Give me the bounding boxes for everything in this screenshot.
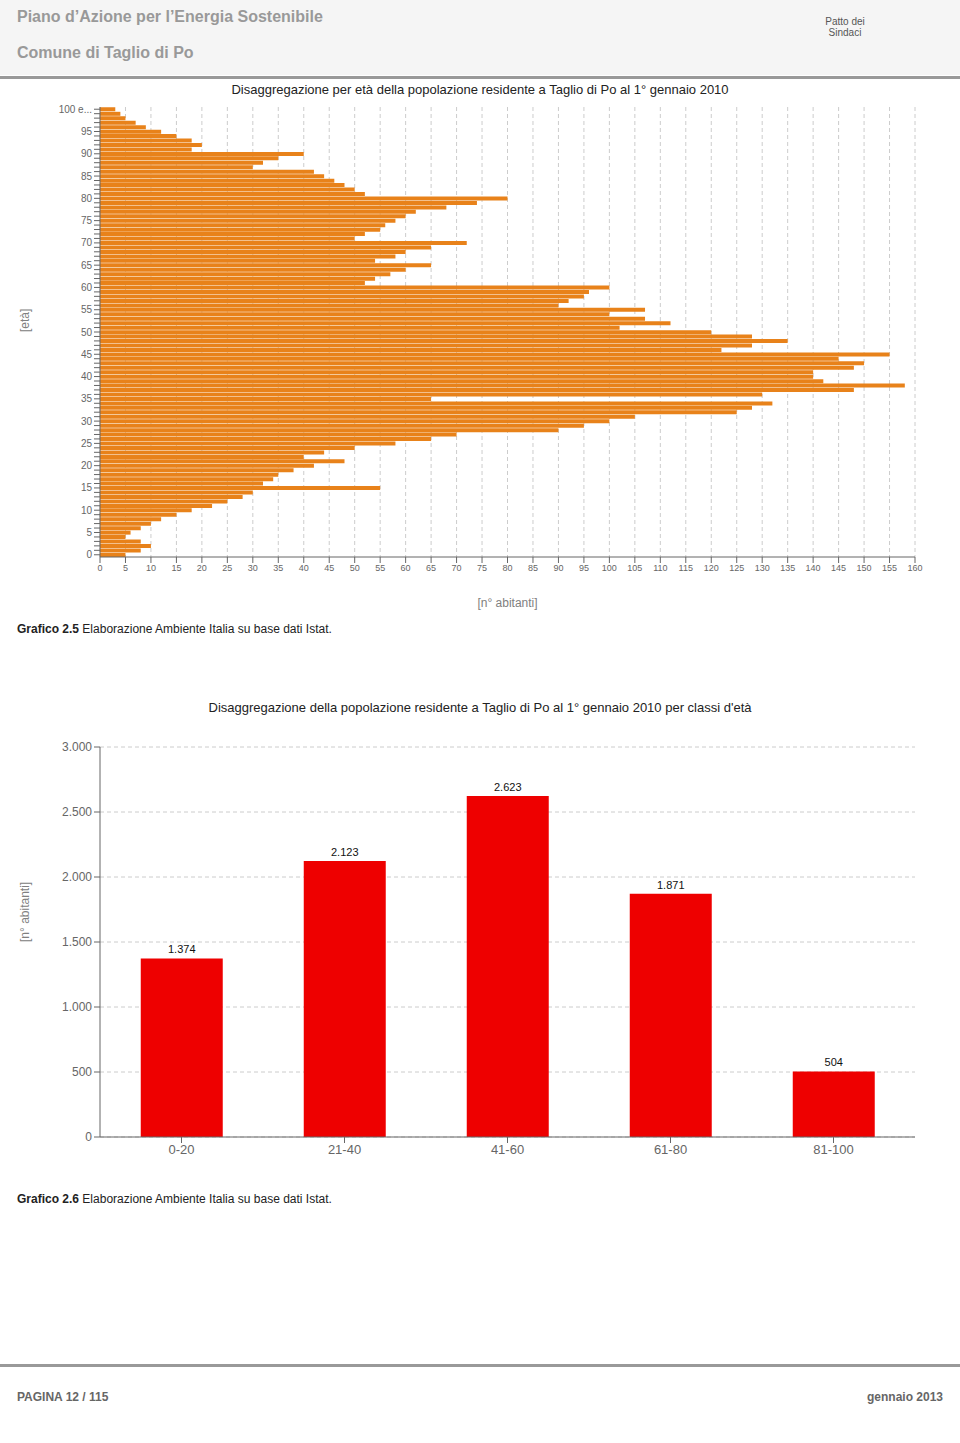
svg-text:2.623: 2.623 (494, 781, 522, 793)
svg-text:0: 0 (86, 549, 92, 560)
svg-text:30: 30 (248, 563, 258, 573)
svg-text:0: 0 (97, 563, 102, 573)
svg-text:155: 155 (882, 563, 897, 573)
svg-text:10: 10 (81, 505, 93, 516)
svg-text:40: 40 (299, 563, 309, 573)
svg-text:35: 35 (273, 563, 283, 573)
html-text:Patto dei Sindaci: Patto dei Sindaci (825, 16, 865, 38)
svg-text:160: 160 (907, 563, 922, 573)
svg-text:35: 35 (81, 393, 93, 404)
svg-text:115: 115 (679, 563, 693, 573)
svg-text:40: 40 (81, 371, 93, 382)
svg-text:500: 500 (72, 1065, 92, 1079)
svg-text:70: 70 (452, 563, 462, 573)
svg-text:81-100: 81-100 (813, 1142, 853, 1157)
html-text:PAGINA 12 / 115: PAGINA 12 / 115 (17, 1390, 109, 1404)
svg-text:45: 45 (81, 349, 93, 360)
svg-text:50: 50 (350, 563, 360, 573)
svg-text:55: 55 (81, 304, 93, 315)
html-text:Grafico 2.5 Elaborazione Ambie: Grafico 2.5 Elaborazione Ambiente Italia… (17, 622, 332, 636)
svg-text:90: 90 (81, 148, 93, 159)
svg-text:95: 95 (81, 126, 93, 137)
html-text:gennaio 2013: gennaio 2013 (867, 1390, 943, 1404)
svg-text:0: 0 (85, 1130, 92, 1144)
svg-text:80: 80 (81, 193, 93, 204)
svg-text:110: 110 (653, 563, 667, 573)
svg-text:65: 65 (426, 563, 436, 573)
svg-text:130: 130 (755, 563, 770, 573)
svg-text:504: 504 (825, 1056, 843, 1068)
svg-text:55: 55 (375, 563, 385, 573)
svg-text:60: 60 (81, 282, 93, 293)
svg-text:2.500: 2.500 (62, 805, 92, 819)
svg-text:120: 120 (704, 563, 719, 573)
svg-text:85: 85 (528, 563, 538, 573)
svg-text:30: 30 (81, 416, 93, 427)
svg-text:50: 50 (81, 327, 93, 338)
html-text:Grafico 2.6 Elaborazione Ambie: Grafico 2.6 Elaborazione Ambiente Italia… (17, 1192, 332, 1206)
svg-text:20: 20 (81, 460, 93, 471)
svg-text:60: 60 (401, 563, 411, 573)
svg-text:75: 75 (477, 563, 487, 573)
svg-text:100: 100 (602, 563, 617, 573)
svg-text:65: 65 (81, 260, 93, 271)
svg-text:85: 85 (81, 171, 93, 182)
svg-text:15: 15 (81, 482, 93, 493)
svg-text:10: 10 (146, 563, 156, 573)
html-text:Piano d’Azione per l’Energia S: Piano d’Azione per l’Energia Sostenibile (17, 8, 323, 25)
svg-text:1.871: 1.871 (657, 879, 685, 891)
svg-text:75: 75 (81, 215, 93, 226)
html-text:Disaggregazione della popolazi: Disaggregazione della popolazione reside… (208, 700, 752, 715)
svg-text:41-60: 41-60 (491, 1142, 524, 1157)
svg-text:145: 145 (831, 563, 846, 573)
svg-text:61-80: 61-80 (654, 1142, 687, 1157)
svg-text:70: 70 (81, 237, 93, 248)
svg-text:5: 5 (86, 527, 92, 538)
svg-text:1.500: 1.500 (62, 935, 92, 949)
svg-text:[n° abitanti]: [n° abitanti] (18, 882, 32, 942)
svg-text:0-20: 0-20 (168, 1142, 194, 1157)
svg-text:15: 15 (171, 563, 181, 573)
svg-text:100 e...: 100 e... (59, 104, 92, 115)
svg-text:95: 95 (579, 563, 589, 573)
svg-text:135: 135 (780, 563, 795, 573)
svg-text:21-40: 21-40 (328, 1142, 361, 1157)
svg-text:1.374: 1.374 (168, 943, 196, 955)
html-text:Comune di Taglio di Po: Comune di Taglio di Po (17, 44, 194, 61)
svg-text:[età]: [età] (18, 309, 32, 332)
html-text:Disaggregazione per età della: Disaggregazione per età della popolazion… (231, 82, 729, 97)
svg-text:125: 125 (729, 563, 744, 573)
svg-text:5: 5 (123, 563, 128, 573)
svg-text:20: 20 (197, 563, 207, 573)
svg-text:150: 150 (857, 563, 872, 573)
svg-text:[n° abitanti]: [n° abitanti] (477, 596, 537, 610)
svg-text:1.000: 1.000 (62, 1000, 92, 1014)
svg-text:25: 25 (222, 563, 232, 573)
svg-text:105: 105 (627, 563, 642, 573)
svg-text:3.000: 3.000 (62, 740, 92, 754)
svg-text:25: 25 (81, 438, 93, 449)
svg-text:2.000: 2.000 (62, 870, 92, 884)
svg-text:80: 80 (502, 563, 512, 573)
svg-text:140: 140 (806, 563, 821, 573)
svg-text:90: 90 (553, 563, 563, 573)
svg-text:45: 45 (324, 563, 334, 573)
svg-text:2.123: 2.123 (331, 846, 359, 858)
